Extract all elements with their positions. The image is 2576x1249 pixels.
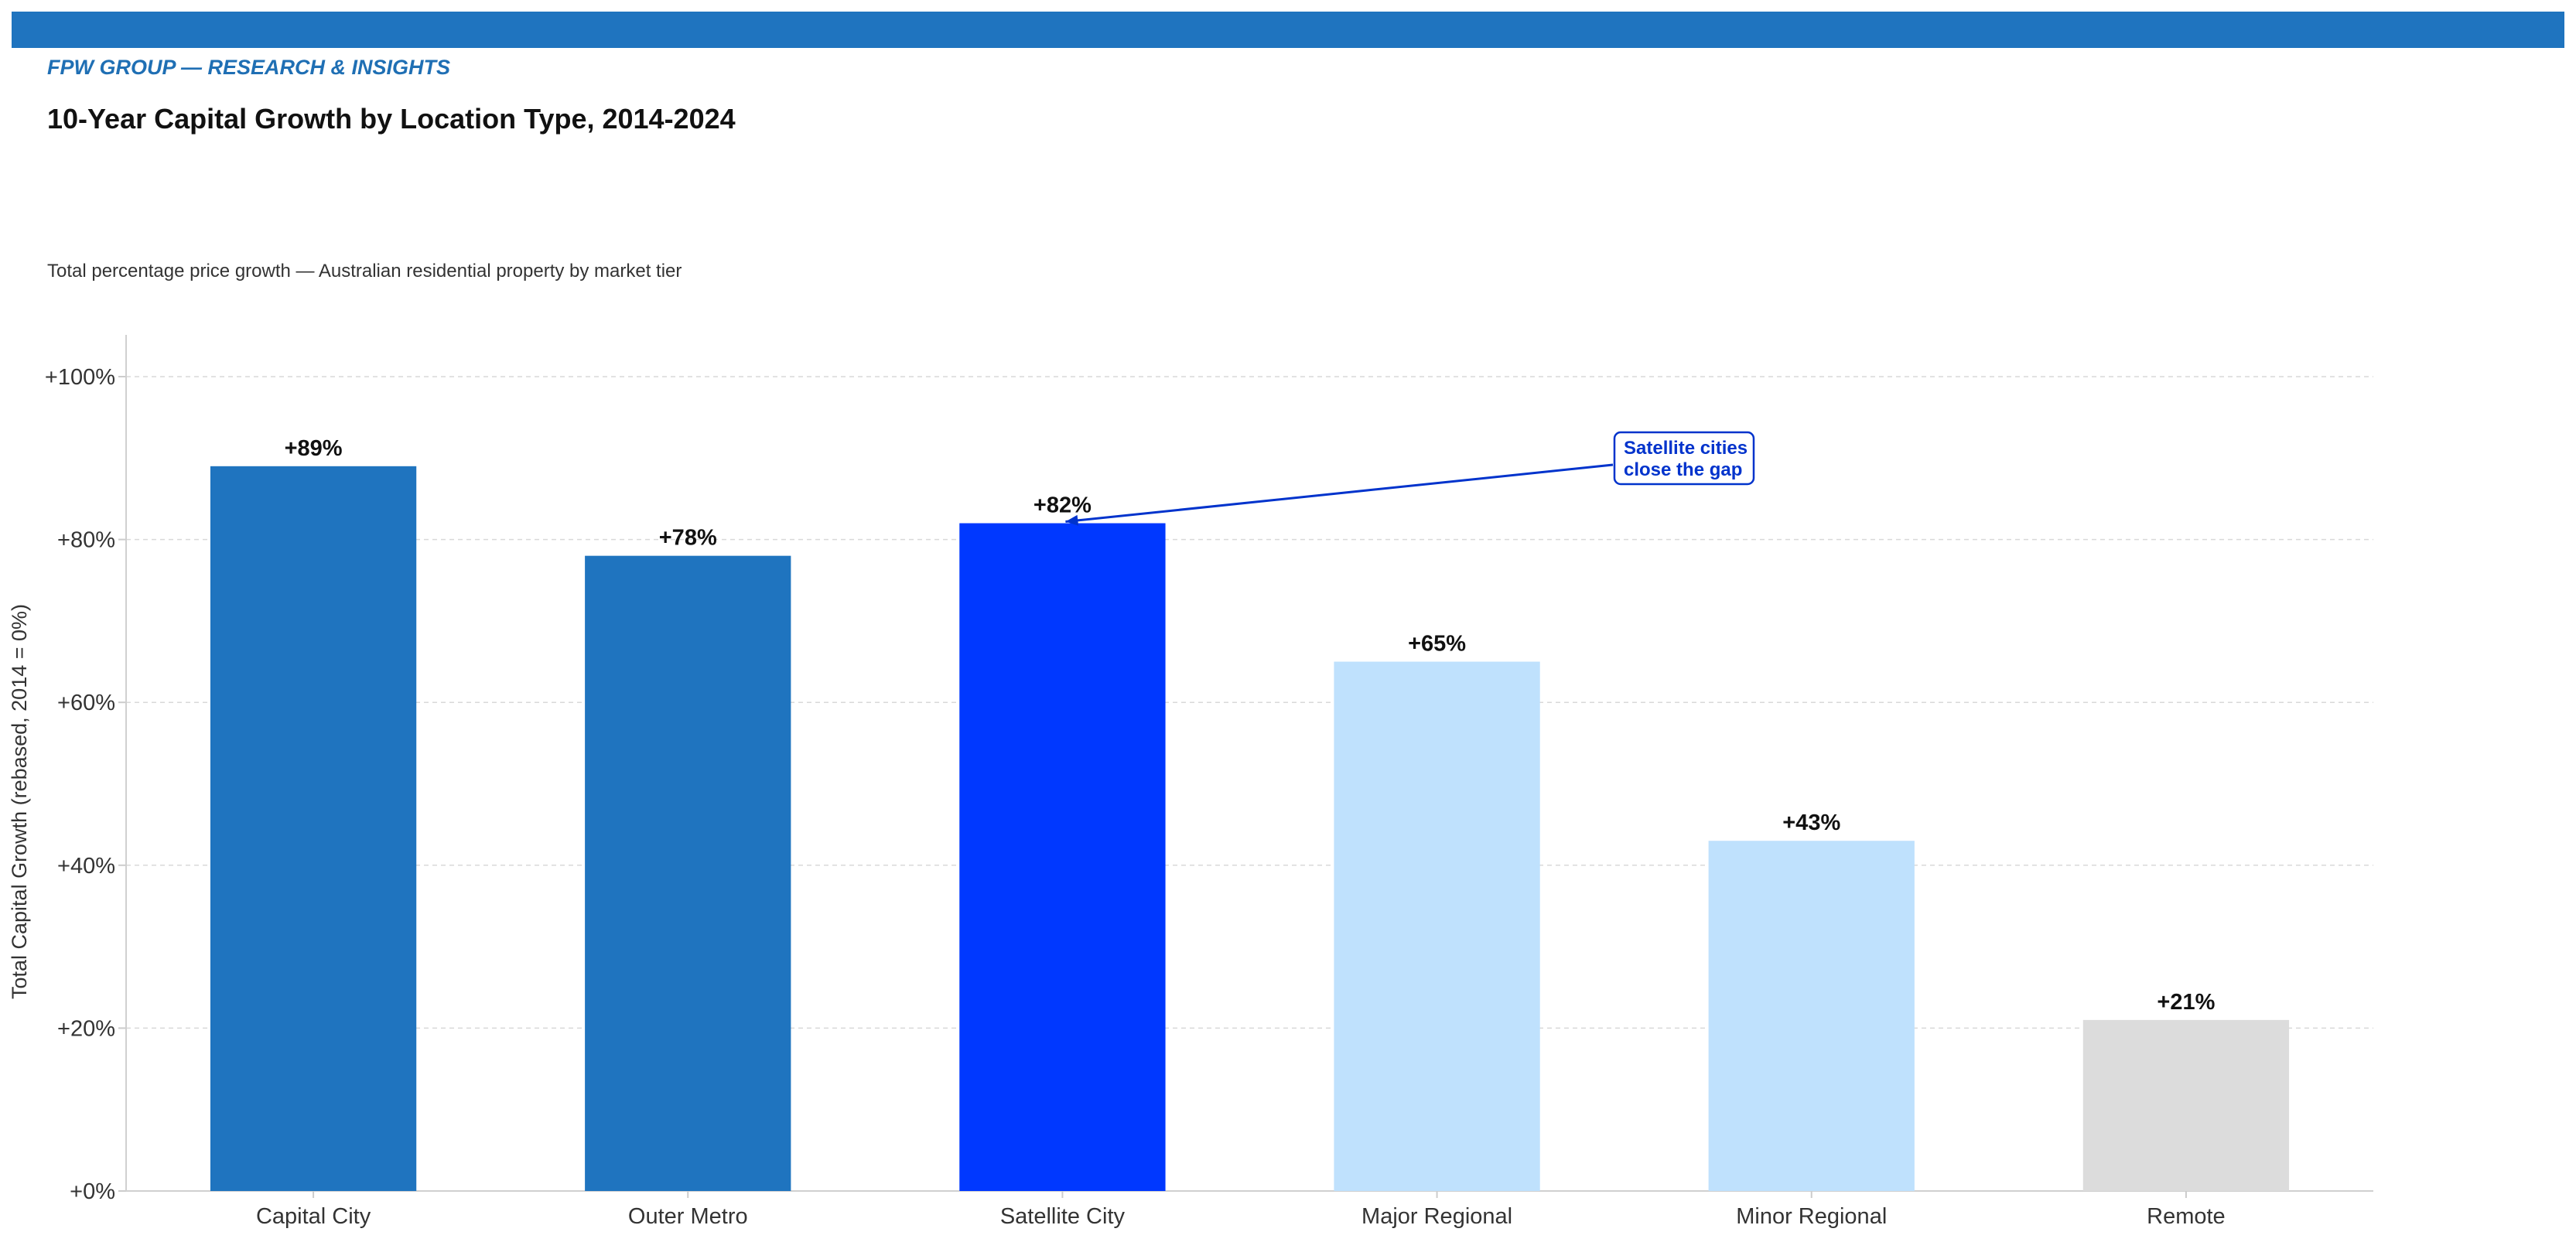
bar-value-label: +65% (1408, 632, 1466, 657)
x-tick-label: Outer Metro (628, 1204, 748, 1229)
x-tick-label: Remote (2147, 1204, 2226, 1229)
bar (959, 523, 1166, 1191)
chart-subtitle: Total percentage price growth — Australi… (47, 261, 682, 282)
y-tick-label: +40% (57, 854, 115, 879)
bar-value-label: +82% (1033, 493, 1092, 518)
chart-title: 10-Year Capital Growth by Location Type,… (47, 103, 736, 135)
annotation-arrow (1065, 463, 1614, 524)
bar (2082, 1019, 2290, 1191)
bar-value-label: +43% (1782, 810, 1840, 835)
annotation-text: close the gap (1624, 459, 1742, 480)
bar (585, 555, 791, 1191)
bar (1708, 841, 1915, 1191)
x-tick-label: Major Regional (1361, 1204, 1512, 1229)
y-tick-label: +100% (45, 365, 115, 390)
bar-value-label: +78% (659, 526, 717, 551)
report-kicker: FPW GROUP — RESEARCH & INSIGHTS (47, 56, 451, 79)
x-tick-label: Minor Regional (1736, 1204, 1887, 1229)
annotation-box (1613, 431, 1755, 486)
annotation-text: Satellite cities (1624, 438, 1748, 459)
bar-value-label: +89% (285, 436, 343, 461)
x-tick-label: Satellite City (1000, 1204, 1126, 1229)
y-tick-label: +80% (57, 528, 115, 553)
y-tick-label: +20% (57, 1016, 115, 1041)
header-banner (12, 12, 2564, 48)
y-tick-label: +60% (57, 691, 115, 715)
y-axis-label: Total Capital Growth (rebased, 2014 = 0%… (8, 604, 31, 999)
bar (1334, 661, 1540, 1191)
bar (210, 466, 417, 1191)
annotation-arrowhead (1065, 514, 1079, 526)
bar-value-label: +21% (2157, 990, 2215, 1015)
x-tick-label: Capital City (256, 1204, 371, 1229)
y-tick-label: +0% (70, 1179, 115, 1204)
